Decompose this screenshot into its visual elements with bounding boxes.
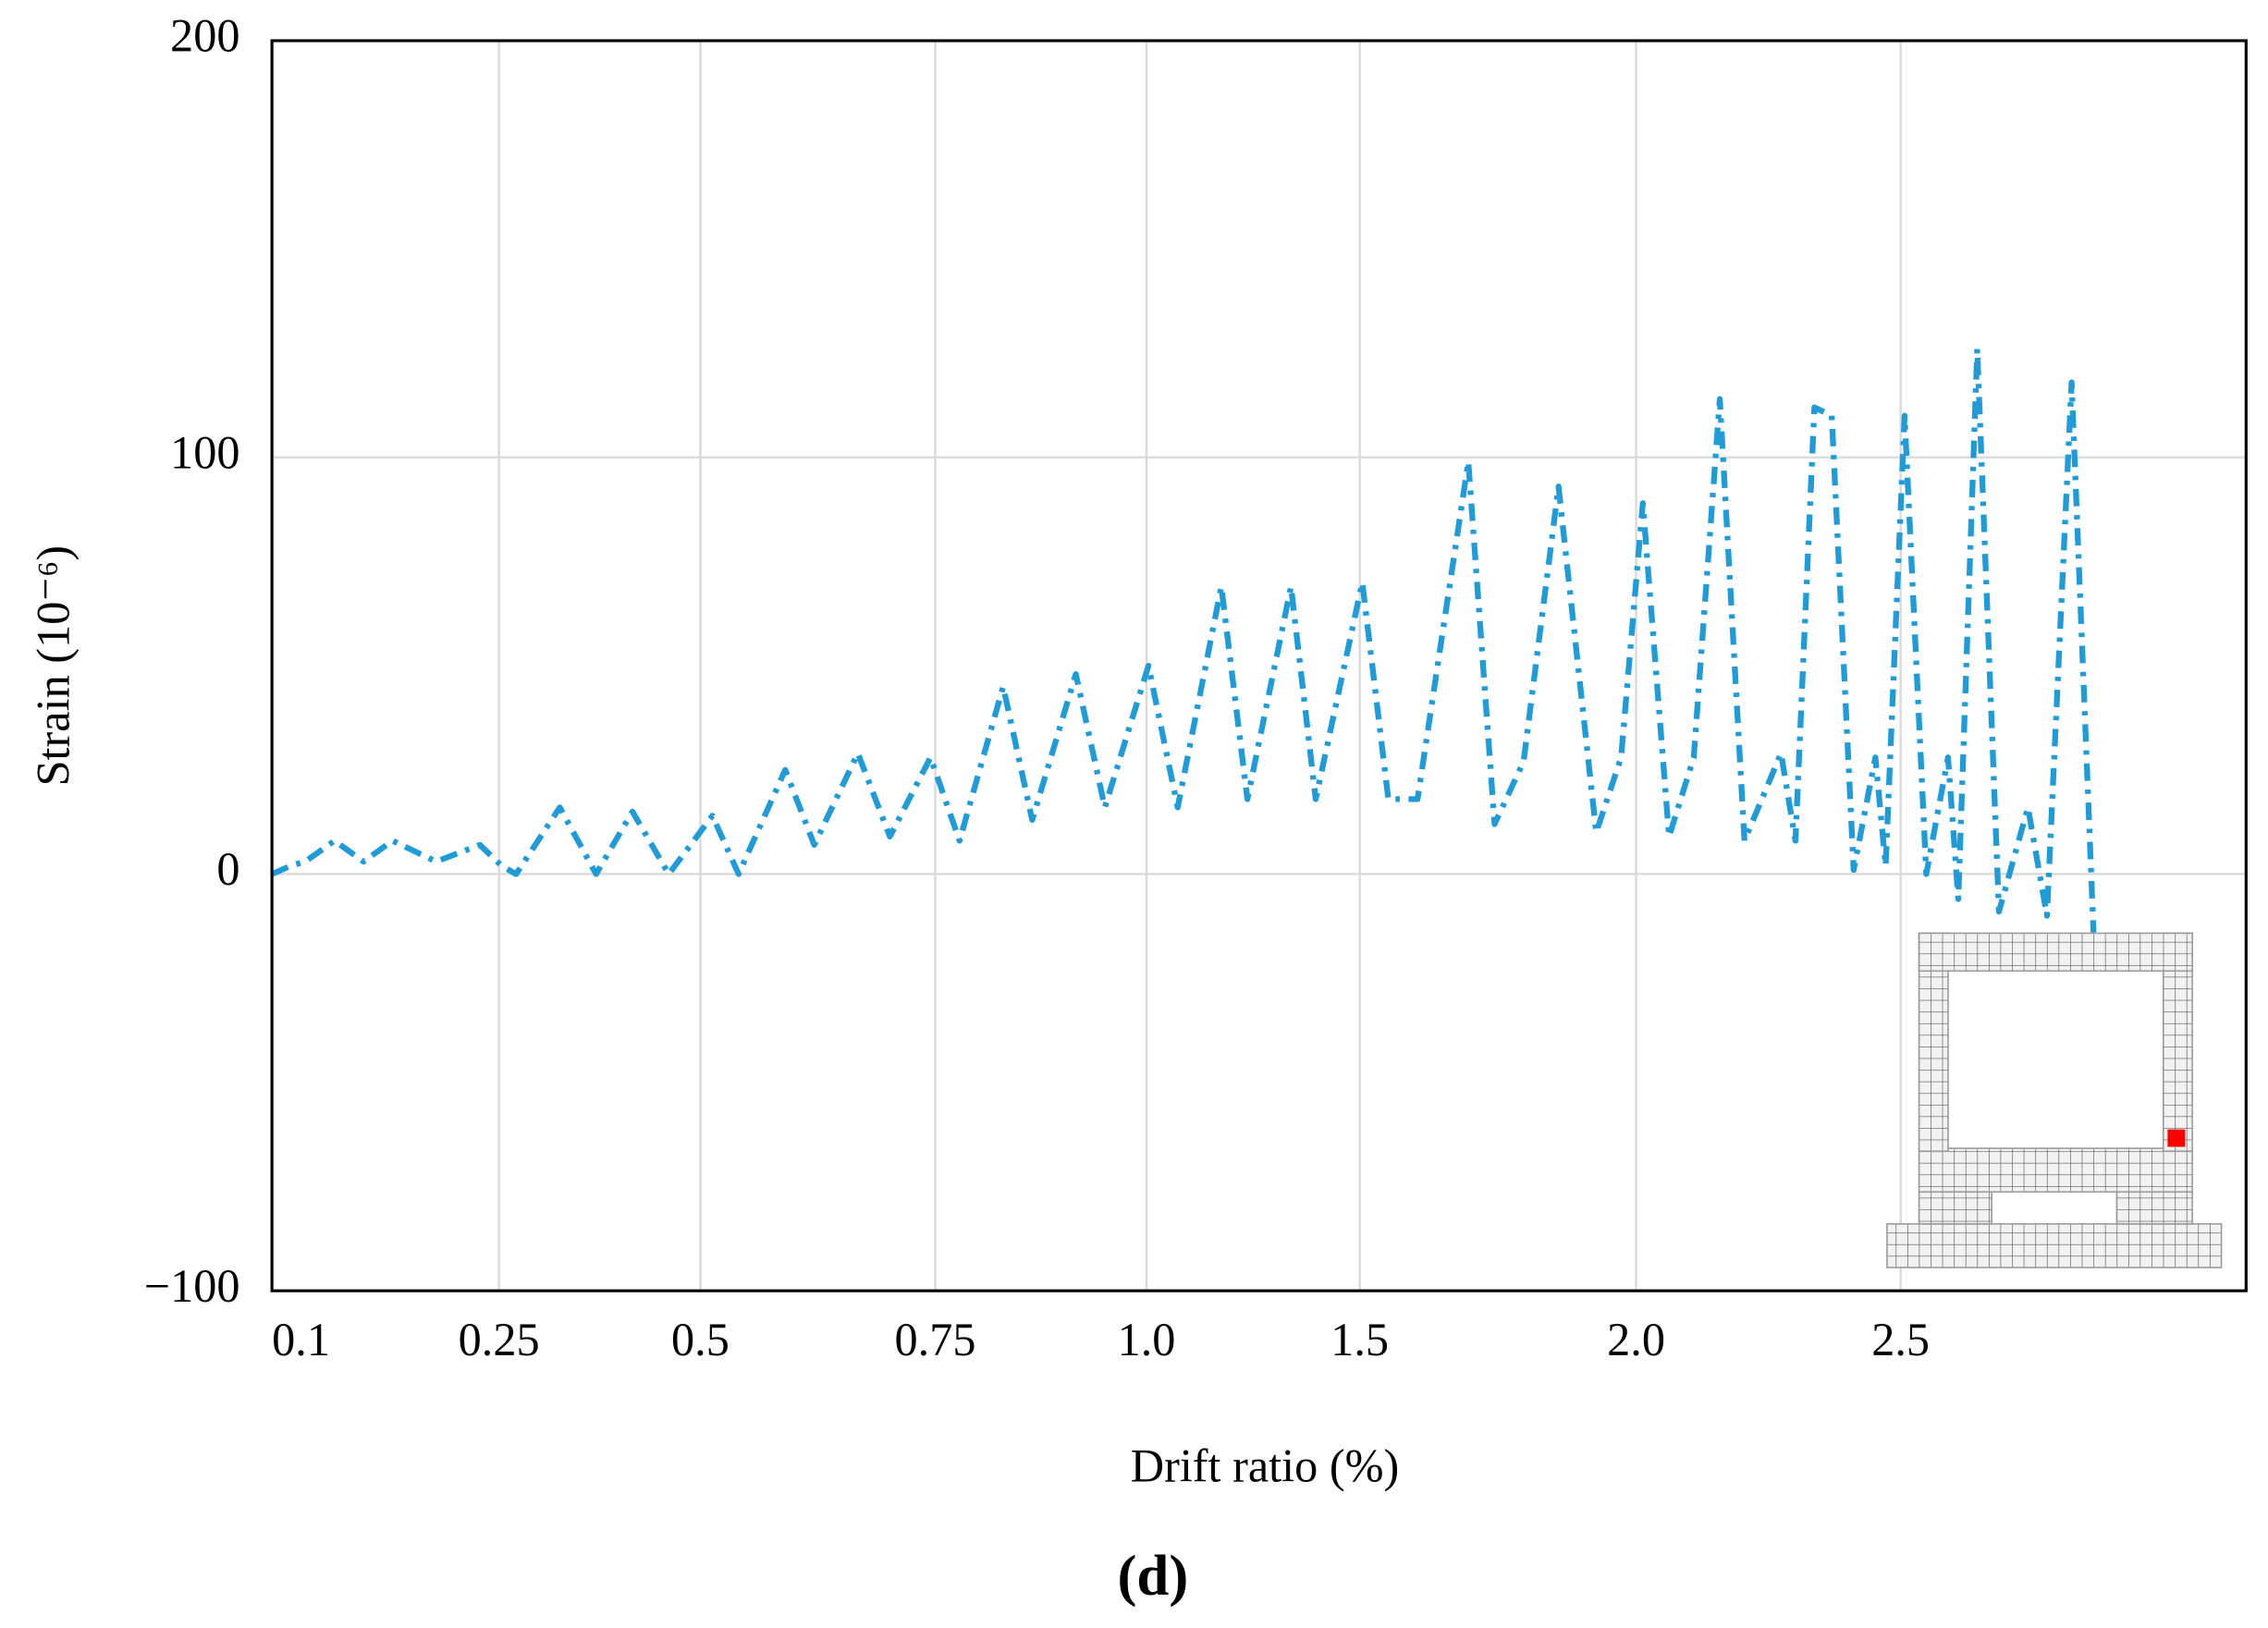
y-tick-label: 100 [170,426,239,478]
x-tick-label: 0.5 [671,1314,729,1365]
plot-frame [270,39,2248,1292]
plot-area [270,39,2247,1292]
x-tick-label: 0.75 [895,1314,976,1365]
inset-foundation [1886,1223,2223,1268]
inset-lower-beam [1918,1147,2193,1193]
x-tick-label: 0.25 [459,1314,540,1365]
y-tick-label: 0 [216,843,239,895]
y-tick-label: 200 [170,10,239,62]
data-line [270,346,2097,933]
y-axis-label: Strain (10⁻⁶) [28,545,80,787]
inset-gauge [2167,1129,2186,1147]
x-tick-label: 0.1 [272,1314,330,1365]
x-tick-label: 1.5 [1330,1314,1389,1365]
y-tick-label: −100 [144,1260,240,1312]
inset-base-left [1918,1191,1992,1225]
inset-base-right [2115,1191,2193,1225]
inset-top-beam [1918,932,2193,973]
inset-diagram [1886,932,2223,1268]
x-tick-label: 2.5 [1871,1314,1930,1365]
x-axis-label: Drift ratio (%) [1131,1440,1399,1492]
x-tick-label: 2.0 [1607,1314,1665,1365]
x-tick-label: 1.0 [1118,1314,1176,1365]
caption: (d) [1118,1543,1189,1608]
